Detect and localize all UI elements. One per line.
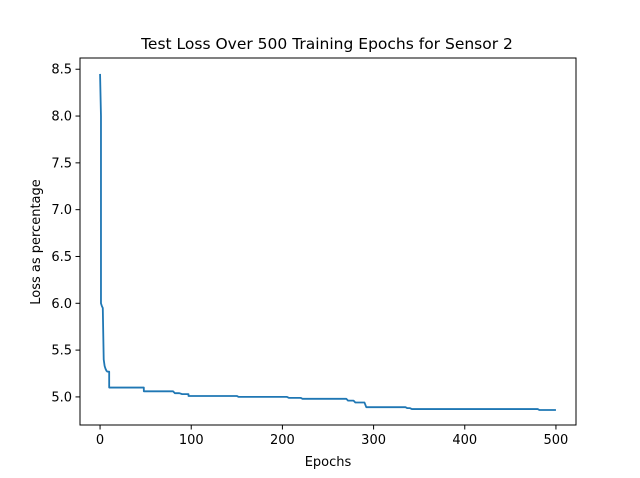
x-tick-label: 100: [179, 433, 204, 448]
y-tick-label: 5.0: [51, 390, 72, 405]
y-axis-label: Loss as percentage: [29, 179, 44, 305]
x-axis-label: Epochs: [305, 455, 352, 470]
x-tick-label: 400: [452, 433, 477, 448]
y-tick-label: 6.0: [51, 297, 72, 312]
plot-area: [99, 73, 556, 411]
plot-frame: [79, 57, 577, 426]
x-tick-label: 0: [96, 433, 104, 448]
y-tick-label: 6.5: [51, 250, 72, 265]
y-tick-label: 8.0: [51, 110, 72, 125]
axes: 0 100 200 300 400 500 5.0 5.5 6.0 6.5 7.0 7.5 8.0 8.5: [51, 57, 577, 448]
y-tick-label: 7.0: [51, 203, 72, 218]
x-tick-label: 200: [270, 433, 295, 448]
series-line-1: [99, 73, 556, 411]
x-tick-label: 500: [544, 433, 569, 448]
y-tick-label: 8.5: [51, 63, 72, 78]
y-tick-label: 5.5: [51, 344, 72, 359]
y-tick-label: 7.5: [51, 156, 72, 171]
chart-title: Test Loss Over 500 Training Epochs for S…: [140, 35, 513, 53]
x-tick-label: 300: [361, 433, 386, 448]
